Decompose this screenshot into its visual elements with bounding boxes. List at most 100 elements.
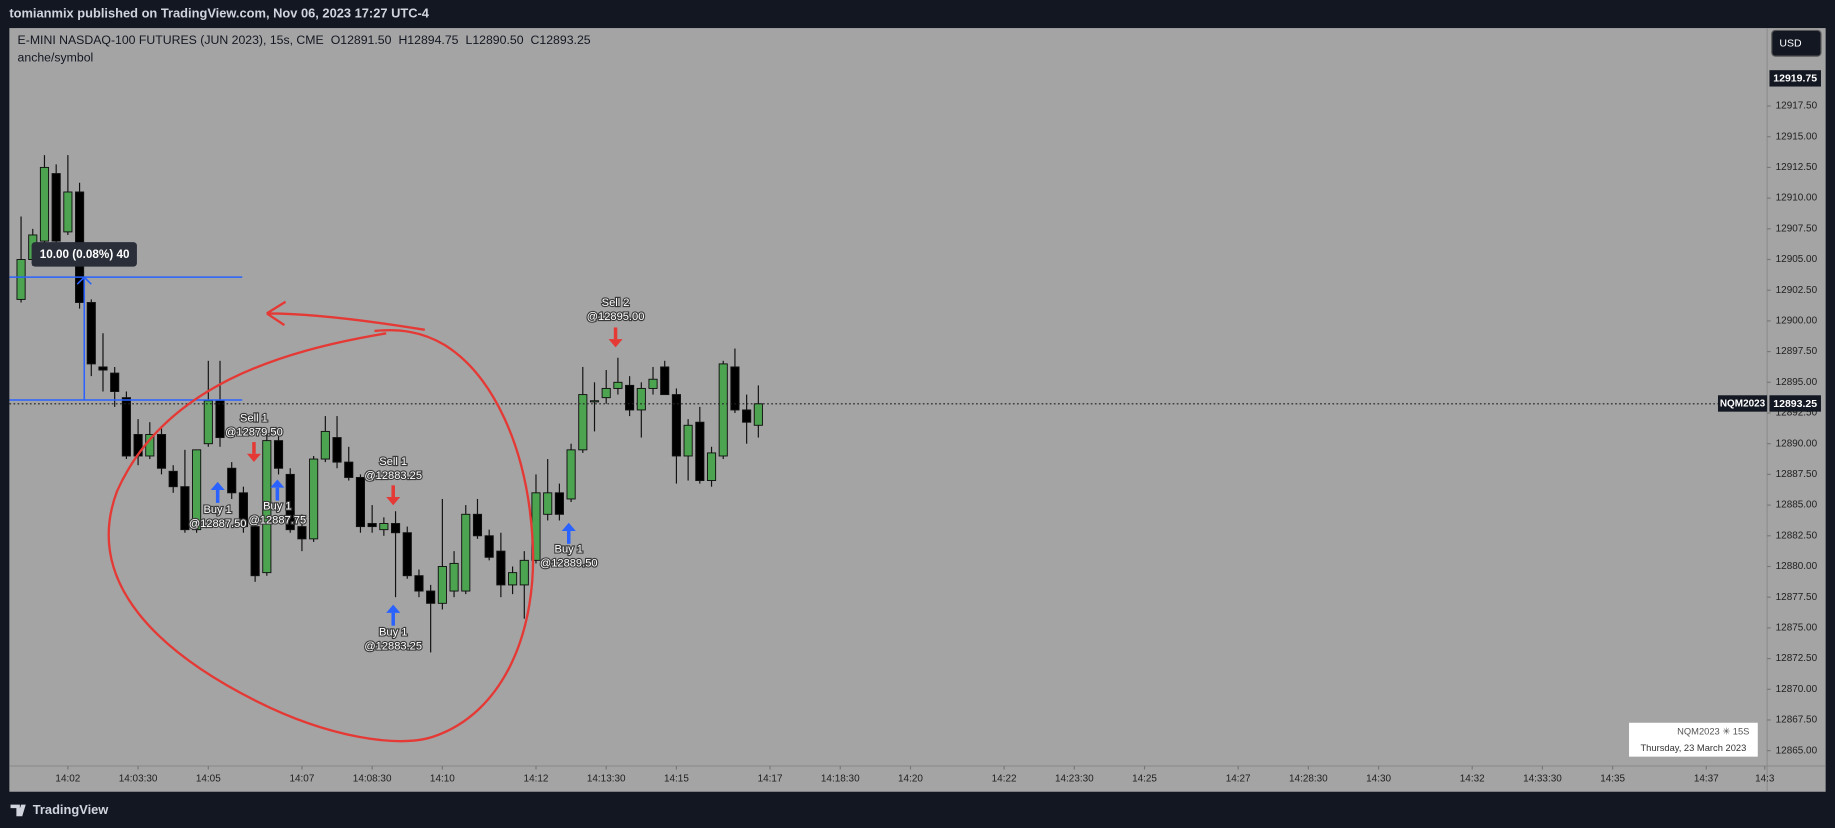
y-tick-label: 12910.00 bbox=[1776, 193, 1818, 204]
symbol-tag bbox=[1717, 395, 1768, 412]
last-price-tag bbox=[1769, 395, 1821, 412]
x-tick-label: 14:12 bbox=[524, 774, 549, 785]
y-tick-label: 12887.50 bbox=[1776, 469, 1818, 480]
x-tick-label: 14:13:30 bbox=[587, 774, 626, 785]
candle-body bbox=[472, 513, 483, 537]
y-tick-label: 12865.00 bbox=[1776, 745, 1818, 756]
candle-body bbox=[285, 473, 295, 531]
trade-label: Buy 1 bbox=[203, 504, 231, 516]
measure-text: 10.00 (0.08%) 40 bbox=[40, 248, 130, 261]
trade-arrow-head bbox=[561, 522, 576, 531]
trade-label: Sell 2 bbox=[602, 297, 630, 309]
candle-body bbox=[262, 440, 272, 574]
high-tag-label: 12919.75 bbox=[1773, 73, 1817, 85]
info-box bbox=[1629, 722, 1758, 757]
candle-body bbox=[39, 166, 50, 242]
candle-body bbox=[636, 387, 646, 411]
trade-price: @12887.75 bbox=[249, 514, 307, 526]
y-tick-label: 12885.00 bbox=[1776, 500, 1818, 511]
x-tick-label: 14:27 bbox=[1226, 774, 1251, 785]
x-tick-label: 14:05 bbox=[196, 774, 221, 785]
y-tick-label: 12867.50 bbox=[1776, 715, 1818, 726]
indicator-label: anche/symbol bbox=[18, 51, 94, 65]
legend-ohlc: O12891.50 bbox=[331, 33, 392, 47]
y-tick-label: 12915.00 bbox=[1776, 131, 1818, 142]
y-tick-label: 12872.50 bbox=[1776, 653, 1818, 664]
candle-body bbox=[589, 400, 600, 403]
candle-body bbox=[227, 467, 237, 494]
trade-price: @12883.25 bbox=[364, 470, 422, 482]
x-tick-label: 14:3 bbox=[1755, 774, 1775, 785]
x-tick-label: 14:30 bbox=[1366, 774, 1391, 785]
x-tick-label: 14:28:30 bbox=[1289, 774, 1328, 785]
candle-body bbox=[543, 492, 553, 515]
trade-arrow-head bbox=[608, 339, 623, 348]
y-tick-label: 12892.50 bbox=[1776, 408, 1818, 419]
candle-body bbox=[426, 590, 436, 604]
candle-body bbox=[367, 523, 377, 528]
x-tick-label: 14:25 bbox=[1132, 774, 1157, 785]
y-tick-label: 12890.00 bbox=[1776, 438, 1818, 449]
trade-arrow-head bbox=[270, 479, 285, 488]
candle-body bbox=[192, 449, 202, 531]
trade-price: @12879.50 bbox=[225, 427, 283, 439]
candle-body bbox=[648, 378, 658, 389]
trade-price: @12883.25 bbox=[364, 641, 422, 653]
trade-label: Buy 1 bbox=[263, 500, 291, 512]
candle-body bbox=[180, 486, 190, 531]
candle-body bbox=[16, 259, 26, 300]
candle-body bbox=[332, 437, 342, 463]
trade-arrow-head bbox=[386, 497, 401, 506]
candle-body bbox=[484, 535, 494, 558]
candle-body bbox=[601, 387, 611, 399]
legend-ohlc: C12893.25 bbox=[531, 33, 591, 47]
candle-body bbox=[203, 400, 213, 445]
currency-label[interactable]: USD bbox=[1779, 38, 1802, 50]
x-tick-label: 14:22 bbox=[992, 774, 1017, 785]
trade-price: @12895.00 bbox=[587, 311, 645, 323]
candle-body bbox=[379, 523, 389, 531]
y-tick-label: 12905.00 bbox=[1776, 254, 1818, 265]
y-tick-label: 12877.50 bbox=[1776, 592, 1818, 603]
info-date: Thursday, 23 March 2023 bbox=[1640, 743, 1746, 753]
candle-body bbox=[742, 409, 752, 423]
candle-body bbox=[437, 566, 447, 604]
trade-price: @12887.50 bbox=[189, 518, 247, 530]
candle-body bbox=[508, 572, 518, 586]
trade-arrow-head bbox=[246, 453, 261, 462]
x-tick-label: 14:02 bbox=[55, 774, 80, 785]
y-tick-label: 12882.50 bbox=[1776, 530, 1818, 541]
x-tick-label: 14:35 bbox=[1600, 774, 1625, 785]
y-tick-label: 12912.50 bbox=[1776, 162, 1818, 173]
candle-body bbox=[250, 526, 260, 577]
trade-label: Buy 1 bbox=[379, 627, 407, 639]
measure-tooltip bbox=[31, 242, 137, 267]
candle-body bbox=[168, 470, 178, 488]
y-tick-label: 12902.50 bbox=[1776, 285, 1818, 296]
x-tick-label: 14:15 bbox=[664, 774, 689, 785]
y-tick-label: 12870.00 bbox=[1776, 684, 1818, 695]
candle-body bbox=[297, 526, 307, 540]
candle-body bbox=[156, 434, 167, 469]
info-symbol: NQM2023 ✳ 15S bbox=[1677, 727, 1749, 737]
x-tick-label: 14:33:30 bbox=[1523, 774, 1562, 785]
chart-area bbox=[9, 28, 1826, 792]
candle-body bbox=[63, 191, 73, 233]
trade-arrow-head bbox=[210, 481, 225, 491]
publisher: tomianmix published on TradingView.com, … bbox=[9, 5, 429, 20]
x-tick-label: 14:20 bbox=[898, 774, 923, 785]
currency-button[interactable] bbox=[1771, 29, 1822, 57]
candle-body bbox=[566, 449, 576, 500]
brand: TradingView bbox=[33, 802, 110, 817]
measure-arrow bbox=[76, 276, 92, 285]
candle-body bbox=[671, 394, 681, 457]
candle-body bbox=[660, 366, 670, 396]
y-tick-label: 12897.50 bbox=[1776, 346, 1818, 357]
x-tick-label: 14:17 bbox=[758, 774, 783, 785]
x-tick-label: 14:32 bbox=[1460, 774, 1485, 785]
candle-body bbox=[753, 403, 763, 426]
candle-body bbox=[414, 575, 424, 592]
legend: E-MINI NASDAQ-100 FUTURES (JUN 2023), 15… bbox=[18, 33, 591, 47]
candle-body bbox=[238, 492, 248, 528]
logo bbox=[10, 804, 26, 817]
